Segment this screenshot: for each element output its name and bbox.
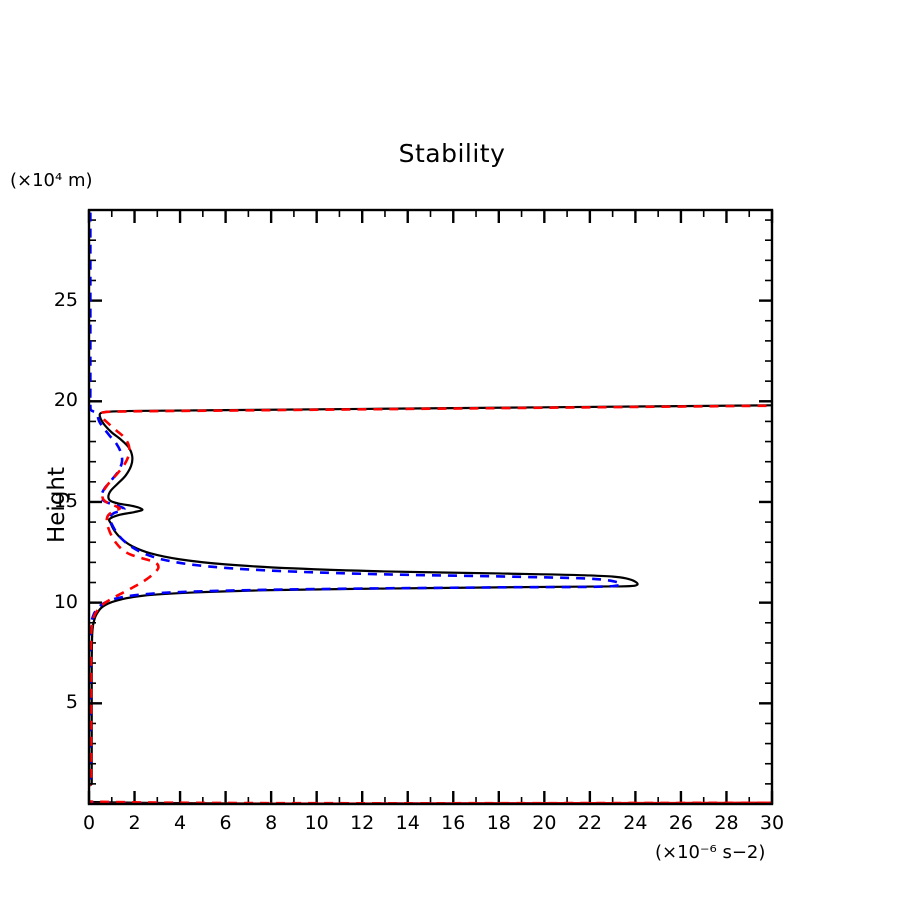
x-tick-label: 10 bbox=[304, 812, 329, 834]
x-tick-label: 2 bbox=[128, 812, 141, 834]
y-tick-label: 25 bbox=[53, 288, 78, 311]
x-tick-label: 28 bbox=[714, 812, 739, 834]
series-group bbox=[89, 210, 772, 804]
x-tick-label: 18 bbox=[486, 812, 511, 834]
y-tick-label: 15 bbox=[53, 489, 78, 512]
x-tick-label: 30 bbox=[759, 812, 785, 834]
x-tick-label: 24 bbox=[623, 812, 648, 834]
y-axis-unit-label: (×10⁴ m) bbox=[10, 170, 93, 191]
x-tick-label: 22 bbox=[577, 812, 602, 834]
series-red-dashed bbox=[89, 404, 772, 804]
x-tick-label: 16 bbox=[441, 812, 466, 834]
x-tick-label: 20 bbox=[532, 812, 557, 834]
y-tick-label: 10 bbox=[53, 590, 78, 613]
x-tick-label: 14 bbox=[395, 812, 420, 834]
x-tick-label: 26 bbox=[668, 812, 694, 834]
x-axis-unit-label: (×10⁻⁶ s−2) bbox=[655, 842, 766, 863]
x-tick-label: 12 bbox=[350, 812, 375, 834]
y-tick-label: 20 bbox=[53, 389, 78, 412]
x-tick-label: 6 bbox=[219, 812, 232, 834]
axes-group bbox=[87, 210, 774, 805]
x-tick-label: 0 bbox=[82, 812, 96, 834]
series-black-solid bbox=[89, 404, 772, 804]
x-tick-label: 4 bbox=[174, 812, 187, 834]
plot-frame bbox=[87, 208, 774, 806]
x-tick-label: 8 bbox=[265, 812, 278, 834]
chart-title: Stability bbox=[398, 139, 506, 168]
y-tick-label: 5 bbox=[65, 691, 78, 714]
series-blue-dashed bbox=[89, 210, 772, 804]
